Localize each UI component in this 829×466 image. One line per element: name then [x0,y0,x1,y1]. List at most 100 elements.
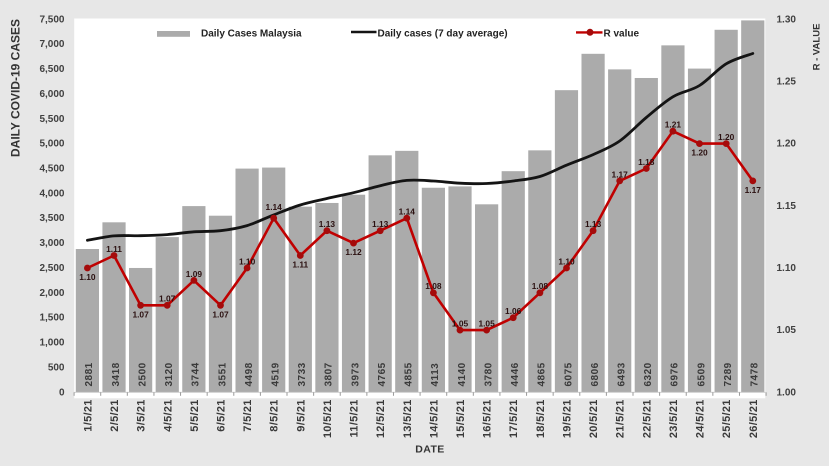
svg-text:1.10: 1.10 [239,256,256,266]
svg-text:1.10: 1.10 [558,256,575,266]
svg-text:8/5/21: 8/5/21 [269,399,281,431]
svg-text:7/5/21: 7/5/21 [242,399,254,431]
svg-text:1.12: 1.12 [345,247,362,257]
svg-text:20/5/21: 20/5/21 [588,399,600,438]
svg-text:2881: 2881 [84,362,95,386]
svg-text:1.10: 1.10 [777,263,797,274]
svg-text:1.07: 1.07 [159,294,176,304]
svg-text:1.20: 1.20 [718,132,735,142]
svg-text:15/5/21: 15/5/21 [455,399,467,438]
svg-text:6493: 6493 [617,362,628,386]
svg-text:4498: 4498 [244,362,255,386]
svg-text:1,500: 1,500 [39,313,64,324]
svg-text:9/5/21: 9/5/21 [295,399,307,431]
svg-text:10/5/21: 10/5/21 [322,399,334,438]
svg-text:4/5/21: 4/5/21 [162,399,174,431]
svg-text:16/5/21: 16/5/21 [482,399,494,438]
svg-text:DAILY COVID-19 CASES: DAILY COVID-19 CASES [9,19,23,157]
svg-text:2,000: 2,000 [39,288,64,299]
svg-text:5/5/21: 5/5/21 [189,399,201,431]
svg-text:1.05: 1.05 [452,319,469,329]
svg-text:6075: 6075 [563,362,574,386]
svg-text:6320: 6320 [643,362,654,386]
svg-text:DATE: DATE [415,444,444,456]
svg-text:3744: 3744 [191,362,202,386]
svg-text:1.20: 1.20 [691,148,708,158]
svg-text:Daily cases (7 day average): Daily cases (7 day average) [378,29,508,40]
svg-text:25/5/21: 25/5/21 [721,399,733,438]
svg-text:4,500: 4,500 [39,164,64,175]
svg-text:7478: 7478 [750,362,761,386]
svg-text:6806: 6806 [590,362,601,386]
svg-text:6,000: 6,000 [39,89,64,100]
svg-text:4,000: 4,000 [39,188,64,199]
svg-text:24/5/21: 24/5/21 [695,399,707,438]
svg-text:1.05: 1.05 [478,319,495,329]
svg-text:1.11: 1.11 [106,244,122,254]
svg-text:R - VALUE: R - VALUE [812,24,823,71]
svg-text:6976: 6976 [670,362,681,386]
svg-text:1.20: 1.20 [777,139,797,150]
svg-text:3551: 3551 [217,362,228,386]
svg-text:0: 0 [59,387,65,398]
svg-text:7289: 7289 [723,362,734,386]
svg-text:6/5/21: 6/5/21 [215,399,227,431]
svg-text:21/5/21: 21/5/21 [615,399,627,438]
svg-text:11/5/21: 11/5/21 [349,399,361,437]
svg-text:1.13: 1.13 [372,219,389,229]
svg-text:1.18: 1.18 [638,157,655,167]
svg-text:19/5/21: 19/5/21 [561,399,573,438]
svg-text:3973: 3973 [350,362,361,386]
svg-text:5,000: 5,000 [39,139,64,150]
svg-text:3418: 3418 [111,362,122,386]
svg-text:4519: 4519 [271,362,282,386]
svg-text:1.14: 1.14 [399,207,416,217]
svg-text:4113: 4113 [430,363,441,387]
svg-text:Daily Cases Malaysia: Daily Cases Malaysia [201,29,302,40]
svg-text:1.08: 1.08 [532,281,549,291]
svg-text:1.13: 1.13 [319,219,336,229]
svg-text:7,500: 7,500 [39,14,64,25]
svg-text:23/5/21: 23/5/21 [668,399,680,438]
svg-text:12/5/21: 12/5/21 [375,399,387,438]
svg-text:2500: 2500 [137,362,148,386]
svg-text:500: 500 [48,362,65,373]
svg-text:3733: 3733 [297,362,308,386]
svg-text:3780: 3780 [483,362,494,386]
svg-text:6509: 6509 [696,362,707,386]
svg-text:3/5/21: 3/5/21 [136,399,148,431]
svg-text:22/5/21: 22/5/21 [641,399,653,438]
svg-text:1.00: 1.00 [777,387,797,398]
svg-text:6,500: 6,500 [39,64,64,75]
svg-text:3,500: 3,500 [39,213,64,224]
svg-text:1.30: 1.30 [777,14,797,25]
svg-text:26/5/21: 26/5/21 [748,399,760,438]
svg-text:1.05: 1.05 [777,325,797,336]
svg-text:5,500: 5,500 [39,114,64,125]
svg-text:1.06: 1.06 [505,306,522,316]
svg-text:1.10: 1.10 [79,272,96,282]
svg-text:13/5/21: 13/5/21 [402,399,414,438]
svg-text:18/5/21: 18/5/21 [535,399,547,438]
svg-text:4446: 4446 [510,362,521,386]
svg-text:2,500: 2,500 [39,263,64,274]
svg-text:1,000: 1,000 [39,338,64,349]
svg-text:1.13: 1.13 [585,219,602,229]
svg-text:4865: 4865 [537,362,548,386]
svg-text:4855: 4855 [404,362,415,386]
svg-text:1.15: 1.15 [777,201,797,212]
svg-text:1/5/21: 1/5/21 [82,399,94,431]
svg-text:2/5/21: 2/5/21 [109,399,121,431]
svg-text:1.25: 1.25 [777,77,797,88]
svg-text:17/5/21: 17/5/21 [508,399,520,438]
svg-text:7,000: 7,000 [39,39,64,50]
svg-text:1.17: 1.17 [745,185,762,195]
svg-text:1.09: 1.09 [186,269,203,279]
svg-text:14/5/21: 14/5/21 [428,399,440,438]
svg-text:3120: 3120 [164,362,175,386]
svg-text:4765: 4765 [377,362,388,386]
svg-text:3,000: 3,000 [39,238,64,249]
svg-text:1.07: 1.07 [212,309,229,319]
svg-text:1.21: 1.21 [665,120,682,130]
svg-text:1.14: 1.14 [266,202,283,212]
